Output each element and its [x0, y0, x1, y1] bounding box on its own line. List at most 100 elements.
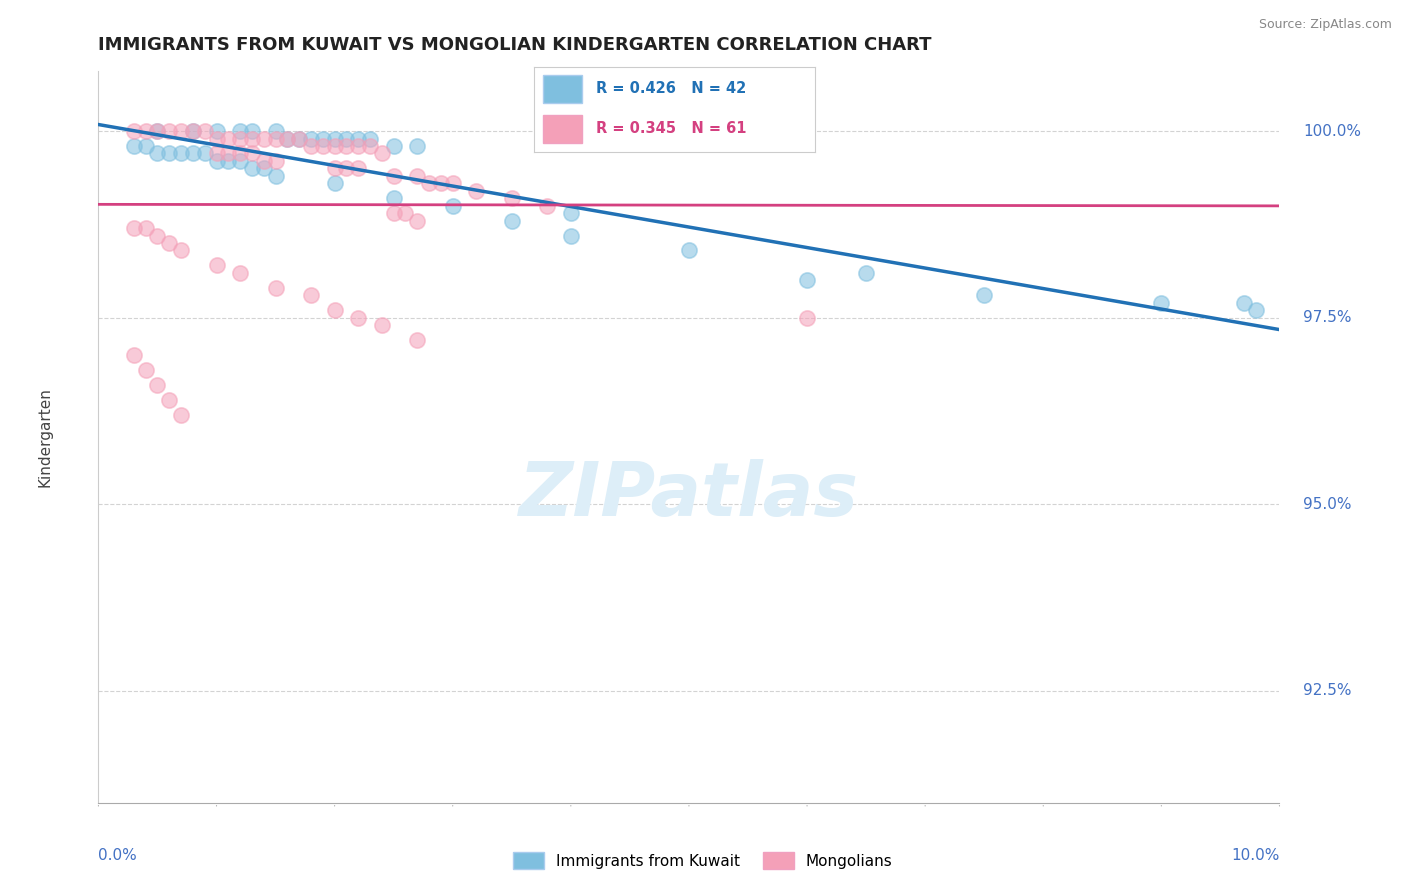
Point [146, 124, 169, 138]
Text: 0.0%: 0.0% [98, 847, 138, 863]
Point [347, 131, 370, 145]
Point [240, 131, 263, 145]
Point [406, 169, 429, 183]
Point [146, 146, 169, 161]
Point [276, 131, 298, 145]
Point [229, 124, 252, 138]
Point [170, 146, 193, 161]
Point [501, 213, 523, 227]
Point [240, 161, 263, 176]
Point [335, 131, 357, 145]
Point [323, 177, 346, 191]
Point [299, 288, 322, 302]
Point [299, 131, 322, 145]
Point [146, 228, 169, 243]
Point [430, 177, 453, 191]
Text: R = 0.426   N = 42: R = 0.426 N = 42 [596, 81, 747, 96]
Point [441, 199, 464, 213]
Point [406, 213, 429, 227]
Point [205, 153, 228, 168]
Point [382, 139, 405, 153]
Point [312, 131, 335, 145]
Point [382, 191, 405, 205]
Point [146, 377, 169, 392]
Point [536, 199, 558, 213]
Text: Kindergarten: Kindergarten [38, 387, 53, 487]
Point [157, 124, 180, 138]
Point [135, 124, 157, 138]
Text: 95.0%: 95.0% [1303, 497, 1351, 512]
Text: 97.5%: 97.5% [1303, 310, 1351, 326]
Point [217, 146, 239, 161]
Point [157, 235, 180, 250]
Point [217, 131, 239, 145]
Point [406, 139, 429, 153]
Text: Source: ZipAtlas.com: Source: ZipAtlas.com [1258, 18, 1392, 31]
Point [855, 266, 877, 280]
Text: R = 0.345   N = 61: R = 0.345 N = 61 [596, 121, 747, 136]
Point [170, 408, 193, 422]
Point [135, 139, 157, 153]
Legend: Immigrants from Kuwait, Mongolians: Immigrants from Kuwait, Mongolians [508, 846, 898, 875]
Point [347, 139, 370, 153]
Point [359, 139, 381, 153]
Point [135, 363, 157, 377]
Point [205, 124, 228, 138]
Point [229, 153, 252, 168]
Point [205, 146, 228, 161]
Point [194, 146, 217, 161]
Point [229, 266, 252, 280]
Point [796, 310, 818, 325]
Text: ZIPatlas: ZIPatlas [519, 459, 859, 533]
Point [253, 161, 276, 176]
Point [288, 131, 311, 145]
Point [299, 139, 322, 153]
Point [264, 281, 287, 295]
Text: 100.0%: 100.0% [1303, 124, 1361, 138]
Point [122, 124, 145, 138]
Point [560, 228, 582, 243]
Text: 10.0%: 10.0% [1232, 847, 1279, 863]
Point [229, 146, 252, 161]
Point [323, 303, 346, 318]
Point [229, 131, 252, 145]
Point [347, 310, 370, 325]
Point [796, 273, 818, 287]
Point [678, 244, 700, 258]
Point [418, 177, 440, 191]
Point [240, 124, 263, 138]
Point [205, 259, 228, 273]
FancyBboxPatch shape [543, 115, 582, 143]
Text: 92.5%: 92.5% [1303, 683, 1351, 698]
Point [122, 348, 145, 362]
Point [122, 221, 145, 235]
Point [205, 131, 228, 145]
Point [264, 131, 287, 145]
Point [560, 206, 582, 220]
Point [276, 131, 298, 145]
Point [253, 131, 276, 145]
Point [441, 177, 464, 191]
Point [181, 124, 204, 138]
Text: IMMIGRANTS FROM KUWAIT VS MONGOLIAN KINDERGARTEN CORRELATION CHART: IMMIGRANTS FROM KUWAIT VS MONGOLIAN KIND… [98, 36, 932, 54]
Point [347, 161, 370, 176]
Point [157, 392, 180, 407]
Point [323, 139, 346, 153]
Point [465, 184, 488, 198]
Point [146, 124, 169, 138]
Point [217, 153, 239, 168]
Point [371, 318, 394, 332]
Point [973, 288, 995, 302]
Point [135, 221, 157, 235]
Point [1150, 295, 1173, 310]
Point [382, 206, 405, 220]
Point [335, 139, 357, 153]
Point [371, 146, 394, 161]
Point [1233, 295, 1256, 310]
Point [264, 124, 287, 138]
Point [264, 169, 287, 183]
Point [288, 131, 311, 145]
Point [170, 124, 193, 138]
FancyBboxPatch shape [543, 76, 582, 103]
Point [501, 191, 523, 205]
